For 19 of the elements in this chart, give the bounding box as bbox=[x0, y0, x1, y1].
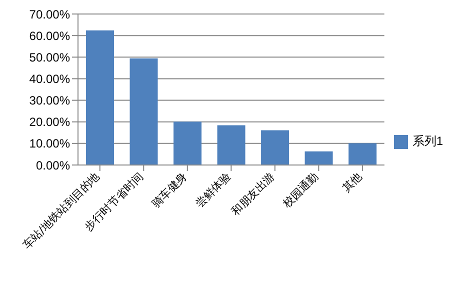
y-tick-label: 40.00% bbox=[29, 72, 70, 86]
bar bbox=[348, 143, 377, 165]
x-tick-label: 其他 bbox=[340, 170, 365, 195]
bar bbox=[261, 130, 290, 165]
y-tick-label: 30.00% bbox=[29, 94, 70, 108]
y-tick-label: 60.00% bbox=[29, 28, 70, 43]
legend-label: 系列1 bbox=[412, 134, 443, 148]
y-tick-label: 10.00% bbox=[29, 136, 70, 151]
x-tick-label: 骑车健身 bbox=[149, 170, 190, 210]
bar bbox=[174, 122, 202, 165]
bar bbox=[217, 125, 246, 165]
bar bbox=[304, 151, 333, 165]
x-tick-label: 校园通勤 bbox=[280, 170, 321, 211]
y-tick-label: 0.00% bbox=[36, 158, 70, 172]
y-tick-label: 50.00% bbox=[29, 50, 70, 64]
y-tick-label: 20.00% bbox=[29, 115, 70, 130]
bar bbox=[130, 58, 158, 165]
y-tick-label: 70.00% bbox=[29, 7, 70, 22]
bar bbox=[86, 30, 114, 165]
